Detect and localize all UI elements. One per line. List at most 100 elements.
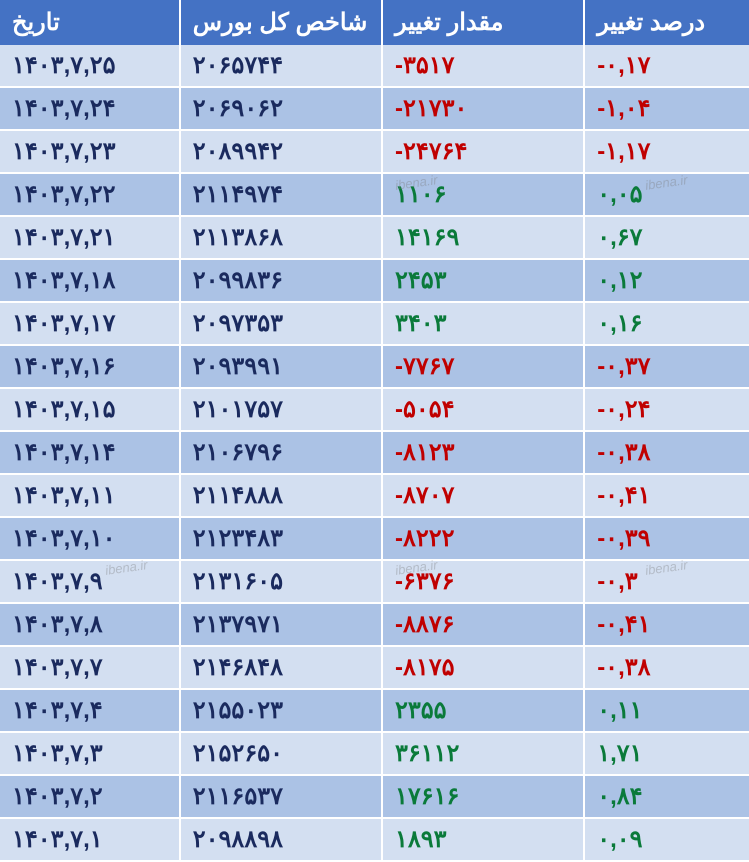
table-row: ۱۴۰۳,۷,۲۱۲۱۱۳۸۶۸۱۴۱۶۹۰,۶۷ xyxy=(0,216,749,259)
index-cell: ۲۱۳۱۶۰۵ xyxy=(180,560,382,603)
stock-index-table: تاریخ شاخص کل بورس مقدار تغییر درصد تغیی… xyxy=(0,0,749,862)
change-cell: ۱۱۰۶ xyxy=(382,173,584,216)
percent-cell: ۱,۷۱ xyxy=(584,732,749,775)
date-cell: ۱۴۰۳,۷,۱۱ xyxy=(0,474,180,517)
index-cell: ۲۰۶۹۰۶۲ xyxy=(180,87,382,130)
change-cell: -۵۰۵۴ xyxy=(382,388,584,431)
index-cell: ۲۱۵۲۶۵۰ xyxy=(180,732,382,775)
percent-cell: -۰,۱۷ xyxy=(584,45,749,87)
table-body: ۱۴۰۳,۷,۲۵۲۰۶۵۷۴۴-۳۵۱۷-۰,۱۷۱۴۰۳,۷,۲۴۲۰۶۹۰… xyxy=(0,45,749,861)
table-row: ۱۴۰۳,۷,۲۴۲۰۶۹۰۶۲-۲۱۷۳۰-۱,۰۴ xyxy=(0,87,749,130)
header-date: تاریخ xyxy=(0,0,180,45)
change-cell: ۲۴۵۳ xyxy=(382,259,584,302)
table-row: ۱۴۰۳,۷,۹۲۱۳۱۶۰۵-۶۳۷۶-۰,۳ xyxy=(0,560,749,603)
date-cell: ۱۴۰۳,۷,۳ xyxy=(0,732,180,775)
percent-cell: -۰,۳۷ xyxy=(584,345,749,388)
change-cell: -۲۱۷۳۰ xyxy=(382,87,584,130)
percent-cell: ۰,۸۴ xyxy=(584,775,749,818)
date-cell: ۱۴۰۳,۷,۲۵ xyxy=(0,45,180,87)
index-cell: ۲۰۹۷۳۵۳ xyxy=(180,302,382,345)
date-cell: ۱۴۰۳,۷,۲ xyxy=(0,775,180,818)
header-change: مقدار تغییر xyxy=(382,0,584,45)
header-index: شاخص کل بورس xyxy=(180,0,382,45)
date-cell: ۱۴۰۳,۷,۱۷ xyxy=(0,302,180,345)
table-row: ۱۴۰۳,۷,۱۰۲۱۲۳۴۸۳-۸۲۲۲-۰,۳۹ xyxy=(0,517,749,560)
date-cell: ۱۴۰۳,۷,۹ xyxy=(0,560,180,603)
table-row: ۱۴۰۳,۷,۷۲۱۴۶۸۴۸-۸۱۷۵-۰,۳۸ xyxy=(0,646,749,689)
date-cell: ۱۴۰۳,۷,۱ xyxy=(0,818,180,861)
table-row: ۱۴۰۳,۷,۱۸۲۰۹۹۸۳۶۲۴۵۳۰,۱۲ xyxy=(0,259,749,302)
header-percent: درصد تغییر xyxy=(584,0,749,45)
index-cell: ۲۱۱۴۸۸۸ xyxy=(180,474,382,517)
percent-cell: -۱,۱۷ xyxy=(584,130,749,173)
change-cell: ۲۳۵۵ xyxy=(382,689,584,732)
percent-cell: ۰,۰۹ xyxy=(584,818,749,861)
index-cell: ۲۱۲۳۴۸۳ xyxy=(180,517,382,560)
date-cell: ۱۴۰۳,۷,۱۴ xyxy=(0,431,180,474)
percent-cell: ۰,۱۶ xyxy=(584,302,749,345)
change-cell: -۸۱۷۵ xyxy=(382,646,584,689)
table-row: ۱۴۰۳,۷,۲۲۱۱۶۵۳۷۱۷۶۱۶۰,۸۴ xyxy=(0,775,749,818)
table-row: ۱۴۰۳,۷,۱۵۲۱۰۱۷۵۷-۵۰۵۴-۰,۲۴ xyxy=(0,388,749,431)
percent-cell: -۰,۲۴ xyxy=(584,388,749,431)
table-row: ۱۴۰۳,۷,۱۱۲۱۱۴۸۸۸-۸۷۰۷-۰,۴۱ xyxy=(0,474,749,517)
change-cell: -۳۵۱۷ xyxy=(382,45,584,87)
table-row: ۱۴۰۳,۷,۳۲۱۵۲۶۵۰۳۶۱۱۲۱,۷۱ xyxy=(0,732,749,775)
percent-cell: -۰,۳ xyxy=(584,560,749,603)
percent-cell: ۰,۱۲ xyxy=(584,259,749,302)
change-cell: ۱۷۶۱۶ xyxy=(382,775,584,818)
index-cell: ۲۱۵۵۰۲۳ xyxy=(180,689,382,732)
date-cell: ۱۴۰۳,۷,۲۳ xyxy=(0,130,180,173)
index-cell: ۲۱۰۶۷۹۶ xyxy=(180,431,382,474)
percent-cell: -۰,۳۸ xyxy=(584,646,749,689)
index-cell: ۲۱۳۷۹۷۱ xyxy=(180,603,382,646)
date-cell: ۱۴۰۳,۷,۷ xyxy=(0,646,180,689)
change-cell: -۸۲۲۲ xyxy=(382,517,584,560)
change-cell: ۳۶۱۱۲ xyxy=(382,732,584,775)
change-cell: -۸۸۷۶ xyxy=(382,603,584,646)
table-row: ۱۴۰۳,۷,۲۵۲۰۶۵۷۴۴-۳۵۱۷-۰,۱۷ xyxy=(0,45,749,87)
change-cell: -۶۳۷۶ xyxy=(382,560,584,603)
index-cell: ۲۱۱۳۸۶۸ xyxy=(180,216,382,259)
index-cell: ۲۰۹۳۹۹۱ xyxy=(180,345,382,388)
date-cell: ۱۴۰۳,۷,۱۶ xyxy=(0,345,180,388)
table-row: ۱۴۰۳,۷,۱۶۲۰۹۳۹۹۱-۷۷۶۷-۰,۳۷ xyxy=(0,345,749,388)
date-cell: ۱۴۰۳,۷,۱۰ xyxy=(0,517,180,560)
change-cell: -۷۷۶۷ xyxy=(382,345,584,388)
date-cell: ۱۴۰۳,۷,۲۱ xyxy=(0,216,180,259)
table-header-row: تاریخ شاخص کل بورس مقدار تغییر درصد تغیی… xyxy=(0,0,749,45)
table-row: ۱۴۰۳,۷,۱۲۰۹۸۸۹۸۱۸۹۳۰,۰۹ xyxy=(0,818,749,861)
percent-cell: ۰,۱۱ xyxy=(584,689,749,732)
index-cell: ۲۱۱۶۵۳۷ xyxy=(180,775,382,818)
percent-cell: ۰,۶۷ xyxy=(584,216,749,259)
index-cell: ۲۰۹۸۸۹۸ xyxy=(180,818,382,861)
table-row: ۱۴۰۳,۷,۸۲۱۳۷۹۷۱-۸۸۷۶-۰,۴۱ xyxy=(0,603,749,646)
index-cell: ۲۰۶۵۷۴۴ xyxy=(180,45,382,87)
percent-cell: -۱,۰۴ xyxy=(584,87,749,130)
table-row: ۱۴۰۳,۷,۲۲۲۱۱۴۹۷۴۱۱۰۶۰,۰۵ xyxy=(0,173,749,216)
change-cell: -۲۴۷۶۴ xyxy=(382,130,584,173)
index-cell: ۲۰۸۹۹۴۲ xyxy=(180,130,382,173)
change-cell: ۳۴۰۳ xyxy=(382,302,584,345)
date-cell: ۱۴۰۳,۷,۱۸ xyxy=(0,259,180,302)
percent-cell: -۰,۳۹ xyxy=(584,517,749,560)
date-cell: ۱۴۰۳,۷,۱۵ xyxy=(0,388,180,431)
date-cell: ۱۴۰۳,۷,۲۲ xyxy=(0,173,180,216)
index-cell: ۲۱۱۴۹۷۴ xyxy=(180,173,382,216)
date-cell: ۱۴۰۳,۷,۲۴ xyxy=(0,87,180,130)
table-row: ۱۴۰۳,۷,۱۷۲۰۹۷۳۵۳۳۴۰۳۰,۱۶ xyxy=(0,302,749,345)
percent-cell: ۰,۰۵ xyxy=(584,173,749,216)
table-row: ۱۴۰۳,۷,۱۴۲۱۰۶۷۹۶-۸۱۲۳-۰,۳۸ xyxy=(0,431,749,474)
change-cell: -۸۷۰۷ xyxy=(382,474,584,517)
index-cell: ۲۱۴۶۸۴۸ xyxy=(180,646,382,689)
change-cell: ۱۴۱۶۹ xyxy=(382,216,584,259)
change-cell: -۸۱۲۳ xyxy=(382,431,584,474)
table-row: ۱۴۰۳,۷,۲۳۲۰۸۹۹۴۲-۲۴۷۶۴-۱,۱۷ xyxy=(0,130,749,173)
percent-cell: -۰,۳۸ xyxy=(584,431,749,474)
percent-cell: -۰,۴۱ xyxy=(584,474,749,517)
change-cell: ۱۸۹۳ xyxy=(382,818,584,861)
percent-cell: -۰,۴۱ xyxy=(584,603,749,646)
date-cell: ۱۴۰۳,۷,۸ xyxy=(0,603,180,646)
index-cell: ۲۱۰۱۷۵۷ xyxy=(180,388,382,431)
table-row: ۱۴۰۳,۷,۴۲۱۵۵۰۲۳۲۳۵۵۰,۱۱ xyxy=(0,689,749,732)
